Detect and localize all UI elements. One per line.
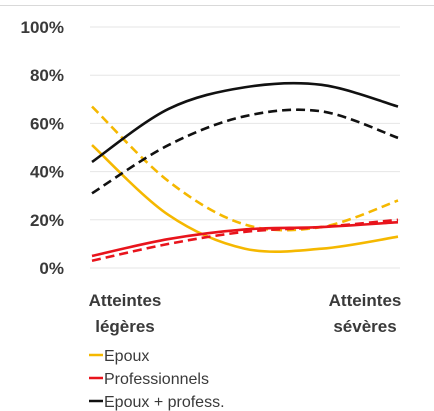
x-category-label: Atteintes: [329, 291, 402, 310]
x-axis-categories: Atteintes légères Atteintes sévères: [89, 291, 402, 336]
y-tick-label: 80%: [30, 66, 64, 85]
y-tick-label: 40%: [30, 163, 64, 182]
series-line-4-solid: [91, 81, 399, 164]
legend-label: Professionnels: [104, 371, 209, 388]
y-tick-label: 60%: [30, 114, 64, 133]
series-lines: [91, 81, 399, 263]
x-category-label: légères: [95, 317, 155, 336]
x-category-label: Atteintes: [89, 291, 162, 310]
y-tick-label: 0%: [39, 259, 64, 278]
legend-label: Epoux: [104, 348, 149, 365]
y-tick-label: 100%: [21, 18, 64, 37]
series-line-0-solid: [91, 144, 399, 253]
y-tick-label: 20%: [30, 211, 64, 230]
series-line-1-dashed: [91, 105, 399, 232]
gridlines: [90, 26, 400, 269]
legend: Epoux Professionnels Epoux + profess.: [89, 348, 225, 411]
series-line-3-dashed: [91, 218, 399, 263]
legend-label: Epoux + profess.: [104, 394, 225, 411]
x-category-label: sévères: [333, 317, 396, 336]
series-line-5-dashed: [91, 108, 399, 195]
y-axis-ticks: 0% 20% 40% 60% 80% 100%: [21, 18, 64, 278]
